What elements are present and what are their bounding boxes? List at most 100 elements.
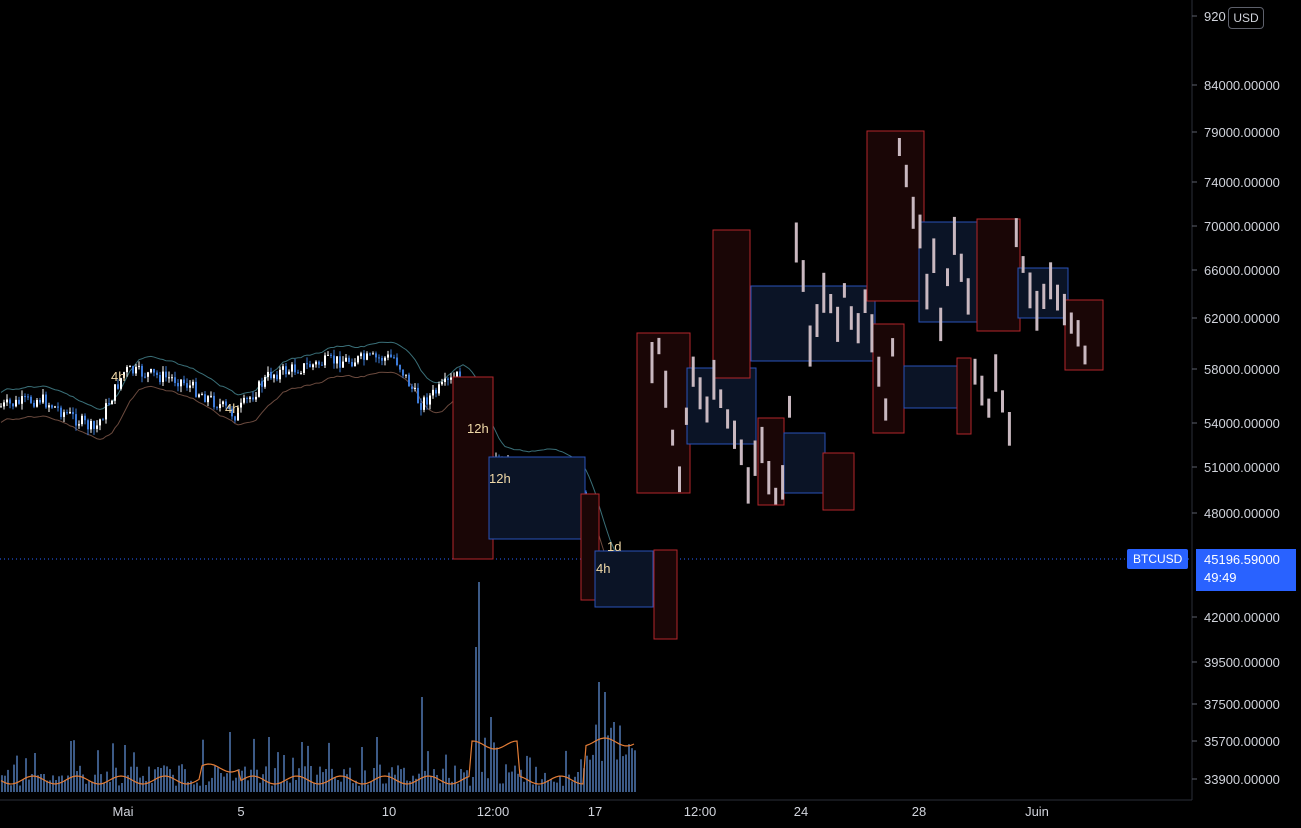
history-candle-body [225,401,227,406]
x-tick-label: 24 [794,804,808,819]
down-range-box [636,332,691,494]
volume-bar [295,780,297,792]
history-candle-body [42,394,44,403]
down-range-box [976,218,1021,332]
history-candle-body [60,407,62,417]
volume-bar [322,772,324,792]
volume-bar [76,771,78,792]
history-candle-body [282,366,284,370]
history-candle-body [234,416,236,421]
volume-bar [478,582,480,792]
history-candle-body [54,406,56,408]
history-candle-body [72,411,74,415]
history-candle-body [396,357,398,366]
volume-bar [349,767,351,792]
history-candle-body [231,408,233,417]
history-candle-body [420,403,422,410]
volume-bar [628,744,630,792]
history-candle-body [252,397,254,400]
x-tick-label: Mai [113,804,134,819]
volume-bar [187,781,189,792]
volume-bar [523,781,525,792]
range-boxes [452,130,1104,640]
volume-bar [19,785,21,792]
history-candle-body [429,395,431,405]
y-tick-label: 51000.00000 [1204,460,1280,475]
volume-bar [244,766,246,792]
history-candle-body [57,406,59,408]
volume-bar [85,783,87,792]
volume-bar [271,785,273,792]
history-candle-body [189,385,191,388]
volume-bar [574,776,576,792]
volume-bar [40,774,42,792]
history-candle-body [198,394,200,397]
volume-bar [382,783,384,792]
history-candle-body [327,354,329,356]
up-range-box [903,365,958,409]
volume-bar [91,781,93,792]
volume-bar [595,724,597,792]
volume-bar [616,759,618,792]
volume-bar [88,781,90,792]
history-candle-body [21,396,23,404]
volume-bar [607,735,609,792]
y-tick-label: 70000.00000 [1204,219,1280,234]
volume-bar [364,770,366,792]
history-candle-body [441,382,443,385]
volume-bar [307,745,309,792]
history-candle-body [321,364,323,366]
volume-bar [208,781,210,792]
volume-bar [403,767,405,792]
history-candle-body [273,374,275,379]
history-candle-body [108,403,110,405]
volume-bar [166,766,168,792]
volume-bar [121,783,123,792]
volume-bar [571,781,573,792]
volume-bar [253,738,255,792]
history-candle-body [264,377,266,387]
history-candle-body [246,397,248,399]
currency-selector-button[interactable]: USD [1228,7,1264,29]
volume-bar [601,760,603,792]
history-candle-body [387,354,389,358]
y-tick-label: 33900.00000 [1204,772,1280,787]
volume-bar [184,769,186,792]
history-candle-body [156,372,158,376]
volume-ma-line [0,737,635,785]
history-candle-body [18,399,20,404]
volume-bar [472,777,474,792]
history-candle-body [426,397,428,405]
history-candle-body [423,397,425,410]
history-candle-body [213,395,215,408]
history-candle-body [360,353,362,357]
volume-bar [439,783,441,792]
volume-bar [346,774,348,792]
history-candle-body [6,399,8,403]
volume-bar [412,775,414,792]
history-candle-body [270,371,272,379]
volume-bar [496,747,498,792]
volume-bar [448,777,450,792]
volume-bar [289,782,291,792]
history-candle-body [315,361,317,365]
volume-bar [220,773,222,792]
history-candle-body [450,377,452,380]
history-candle-body [123,372,125,379]
volume-bar [586,755,588,792]
volume-bar [82,774,84,792]
volume-bar [112,743,114,792]
volume-bar [205,785,207,792]
history-candle-body [285,366,287,375]
volume-bar [31,774,33,792]
volume-bar [619,725,621,792]
volume-bar [196,782,198,792]
history-candle-body [381,357,383,361]
volume-bar [475,647,477,792]
history-candle-body [447,378,449,380]
history-candle-body [75,414,77,426]
history-candle-body [147,372,149,377]
history-candle-body [69,411,71,414]
volume-bar [13,764,15,792]
